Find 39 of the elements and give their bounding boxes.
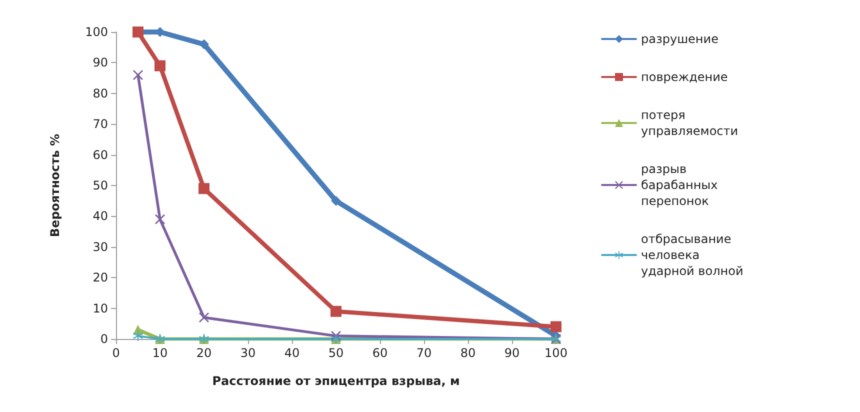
- y-tick-label: 50: [92, 178, 108, 192]
- point: [331, 196, 341, 206]
- y-tick-label: 90: [92, 56, 108, 70]
- y-axis-title: Вероятность %: [48, 134, 62, 238]
- point: [198, 183, 210, 194]
- x-tick-label: 10: [152, 346, 168, 360]
- legend-label: отбрасывание человека ударной волной: [641, 232, 744, 278]
- point: [330, 306, 342, 317]
- x-tick-label: 80: [460, 346, 476, 360]
- point: [154, 60, 166, 72]
- y-tick-label: 10: [92, 301, 108, 316]
- x-tick-label: 100: [544, 346, 568, 360]
- y-tick-label: 20: [92, 270, 108, 285]
- y-tick-label: 70: [92, 117, 108, 132]
- legend-label: разрыв барабанных перепонок: [641, 162, 722, 208]
- y-tick-label: 0: [100, 332, 108, 346]
- point: [550, 321, 562, 332]
- legend-label: повреждение: [641, 70, 728, 84]
- y-tick-label: 30: [92, 240, 108, 254]
- point: [155, 214, 165, 224]
- x-tick-label: 0: [112, 346, 120, 360]
- x-tick-label: 30: [240, 346, 256, 360]
- x-tick-label: 40: [284, 346, 300, 360]
- y-tick-label: 40: [92, 209, 108, 224]
- x-axis-title: Расстояние от эпицентра взрыва, м: [212, 374, 460, 388]
- point: [199, 312, 209, 323]
- x-tick-label: 50: [328, 346, 344, 360]
- x-tick-label: 70: [416, 346, 432, 360]
- legend-label: разрушение: [641, 32, 718, 46]
- y-tick-label: 80: [92, 86, 108, 100]
- point: [133, 330, 143, 341]
- x-tick-label: 60: [372, 346, 388, 360]
- point: [199, 39, 209, 50]
- point: [133, 70, 143, 80]
- x-tick-label: 20: [196, 346, 212, 360]
- legend-label: потеря управляемости: [641, 108, 738, 138]
- y-tick-label: 100: [85, 25, 108, 39]
- x-tick-label: 90: [504, 346, 520, 360]
- y-tick-label: 60: [92, 148, 108, 162]
